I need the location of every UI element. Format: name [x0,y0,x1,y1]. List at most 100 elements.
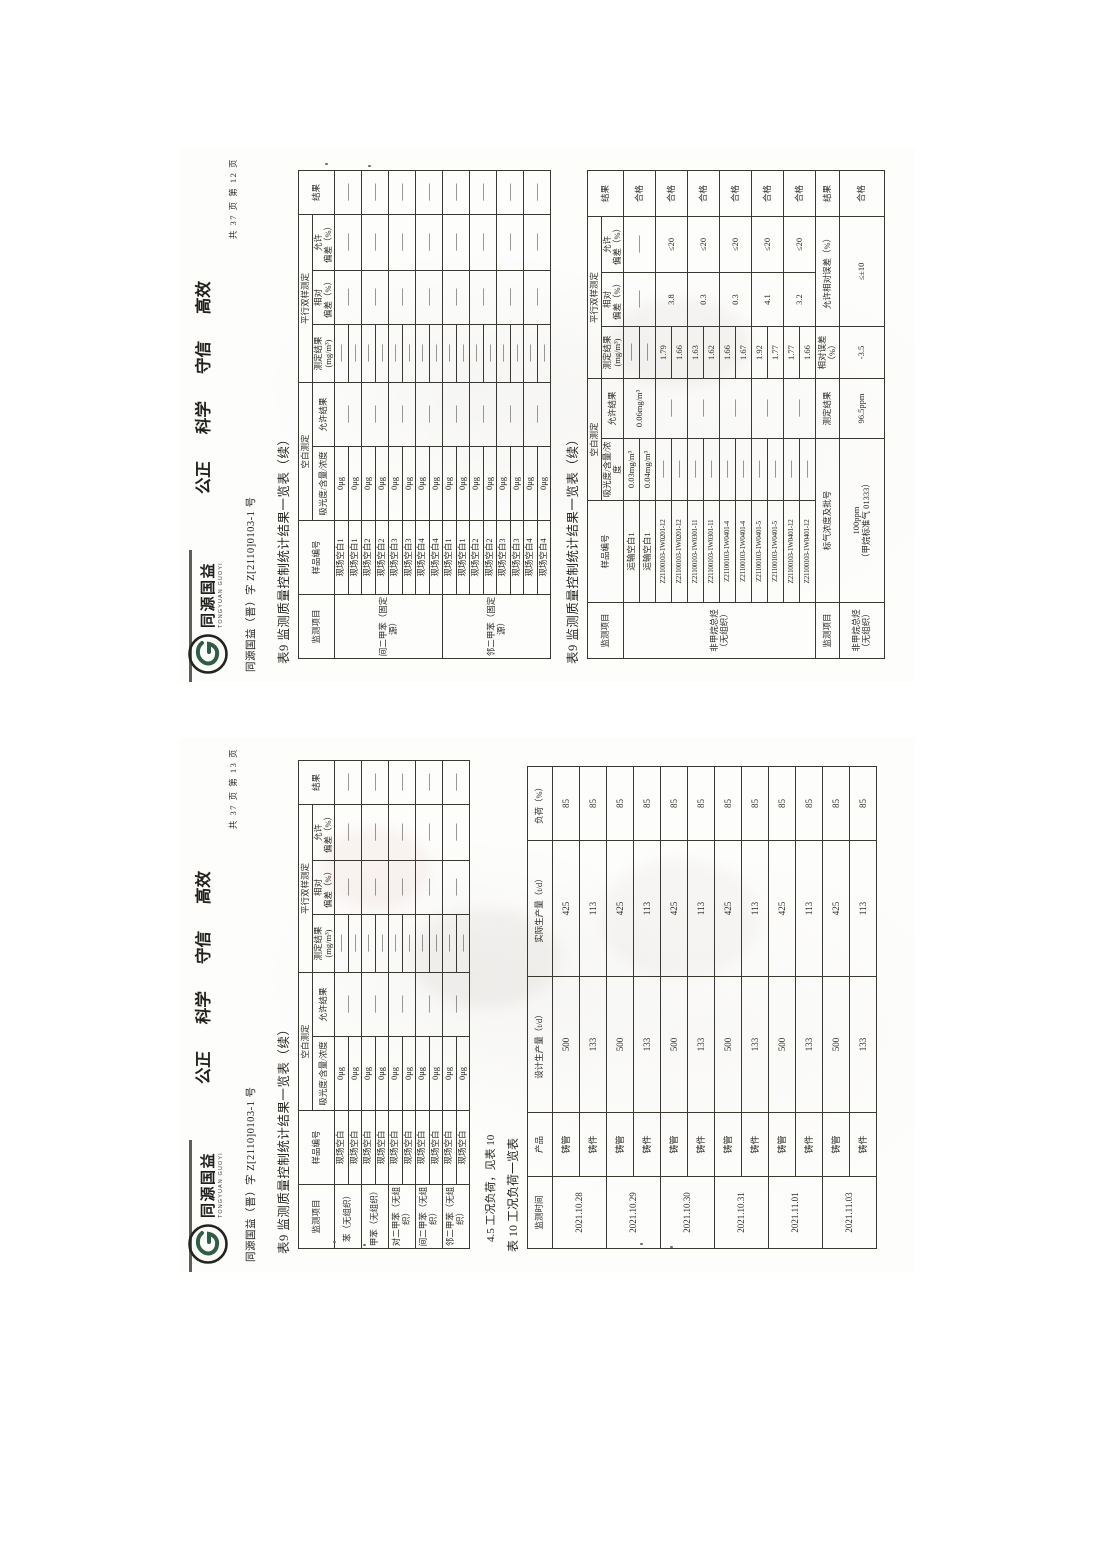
document-number: 同源国益（晋）字 Z[2110]0103-1 号 [246,496,257,672]
allow-result-cell: —— [388,382,416,447]
sample-cell: 现场空白 [456,1110,470,1185]
measure-result-cell: —— [456,914,470,973]
product-cell: 铸管 [822,1112,850,1177]
measure-result-cell: —— [334,914,348,973]
measure-result-cell: 1.79 [655,326,672,379]
allow-result-cell: —— [442,382,470,447]
rel-dev-cell: —— [415,270,443,325]
item-cell: 甲苯（无组织） [361,1184,389,1249]
product-cell: 铸管 [714,1112,742,1177]
date-cell: 2021.10.30 [660,1176,715,1249]
verdict-cell: —— [388,170,416,215]
section-4-5-heading: 4.5 工况负荷，见表 10 [485,1134,497,1242]
blank-value-cell: 0μg [415,446,429,521]
verdict-cell: —— [523,170,551,215]
blank-value-cell: 0.03mg/m³ [623,438,640,501]
slogan-word: 高效 [194,870,213,905]
table9-title: 表9 监测质量控制统计结果一览表（续） [277,1022,291,1254]
blank-value-cell: 0μg [375,1036,389,1111]
header-blank-abs: 吸光度/含量/浓度 [312,1036,335,1111]
measure-result-cell: —— [375,324,389,383]
product-cell: 铸管 [660,1112,688,1177]
header-blank-group: 空白测定 [298,382,313,521]
measure-result-cell: —— [623,326,640,379]
load-percent-cell: 85 [822,766,850,841]
measure-result-cell: —— [537,324,551,383]
item-cell: 邻二甲苯（无组织） [442,1184,470,1249]
header-item: 监测项目 [587,602,624,659]
paper-edge-shadow [189,550,192,682]
measure-result-cell: 1.77 [783,326,800,379]
allow-dev-cell: —— [496,214,524,271]
std-header-item: 监测项目 [815,602,840,659]
header-item: 监测项目 [298,594,335,659]
sample-cell: Z21100103-1W0301-11 [703,500,720,603]
actual-output-cell: 113 [633,840,661,977]
header-sample: 样品编号 [587,500,624,603]
header-measure-result: 测定结果 (mg/m³) [312,324,335,383]
blank-value-cell: 0μg [523,446,537,521]
allow-dev-cell: —— [388,804,416,861]
table-row: 邻二甲苯（固定源） 现场空白1 0μg —— —— —— —— —— [442,170,551,659]
item-cell: 对二甲苯（无组织） [388,1184,416,1249]
load-percent-cell: 85 [687,766,715,841]
sample-cell: Z21100103-1W0401-4 [719,500,736,603]
std-header-rel-err: 相对误差（%） [815,326,840,379]
verdict-cell: —— [361,170,389,215]
allow-result-cell: —— [719,378,752,439]
measure-result-cell: —— [402,914,416,973]
design-output-cell: 500 [660,976,688,1113]
logo: 同源国益 TONGYUAN GUOYI [186,1152,235,1266]
blank-value-cell: 0μg [483,446,497,521]
page-13: 同源国益 TONGYUAN GUOYI 公正 科学 守信 高效 共 37 页 第… [180,738,915,1272]
slogan-word: 高效 [194,280,213,315]
sample-cell: 现场空白2 [361,520,375,595]
paper-edge-shadow [189,1140,192,1272]
qc-header-row: 监测项目 样品编号 空白测定 平行双样测定 结果 [298,170,335,659]
blank-value-cell: 0μg [415,1036,429,1111]
item-cell: 苯（无组织） [334,1184,362,1249]
logo-en: TONGYUAN GUOYI [218,562,224,628]
rel-dev-cell: —— [523,270,551,325]
allow-dev-cell: —— [469,214,497,271]
measure-result-cell: —— [361,324,375,383]
load-header-row: 监测时间 产品 设计生产量（t/d） 实际生产量（t/d） 负荷（%） [527,766,553,1249]
verdict-cell: —— [496,170,524,215]
allow-result-cell: —— [496,382,524,447]
scan-speck [363,1244,366,1246]
table-row: 铸件 133 113 85 [633,766,661,1249]
design-output-cell: 500 [822,976,850,1113]
header-blank-group: 空白测定 [298,972,313,1111]
design-output-cell: 133 [579,976,607,1113]
measure-result-cell: —— [442,324,456,383]
sample-cell: 现场空白1 [456,520,470,595]
verdict-cell: —— [361,760,389,805]
table-row: 对二甲苯（无组织） 现场空白 0μg —— —— —— —— —— [388,760,416,1249]
header-blank-allow: 允许结果 [312,382,335,447]
table-row: Z21100103-1W0401-12 —— —— 1.77 3.2 ≤20 合格 [783,170,816,659]
blank-value-cell: 0μg [361,446,375,521]
sample-cell: Z21100103-1W0401-5 [751,500,768,603]
table-row: 2021.10.30 铸管 500 425 85 [660,766,715,1249]
header-blank-abs: 吸光度/含量/浓度 [312,446,335,521]
blank-value-cell: —— [767,438,784,501]
slogan: 公正 科学 守信 高效 [190,280,214,495]
qc-header-row: 监测项目 样品编号 空白测定 平行双样测定 结果 [298,760,335,1249]
std-header-conc: 标气浓度及批号 [815,438,840,603]
product-cell: 铸件 [795,1112,823,1177]
item-cell: 间二甲苯（固定源） [334,594,443,659]
allow-result-cell: —— [388,972,416,1037]
measure-result-cell: —— [402,324,416,383]
allow-dev-cell: —— [523,214,551,271]
load-percent-cell: 85 [795,766,823,841]
blank-value-cell: 0μg [442,1036,456,1111]
load-header-cell: 实际生产量（t/d） [527,840,553,977]
sample-cell: 现场空白4 [429,520,443,595]
verdict-cell: 合格 [655,170,688,217]
logo-cn: 同源国益 [200,1151,217,1218]
measure-result-cell: —— [415,914,429,973]
blank-value-cell: 0μg [429,446,443,521]
rel-dev-cell: 3.8 [655,272,688,327]
header-item: 监测项目 [298,1184,335,1249]
